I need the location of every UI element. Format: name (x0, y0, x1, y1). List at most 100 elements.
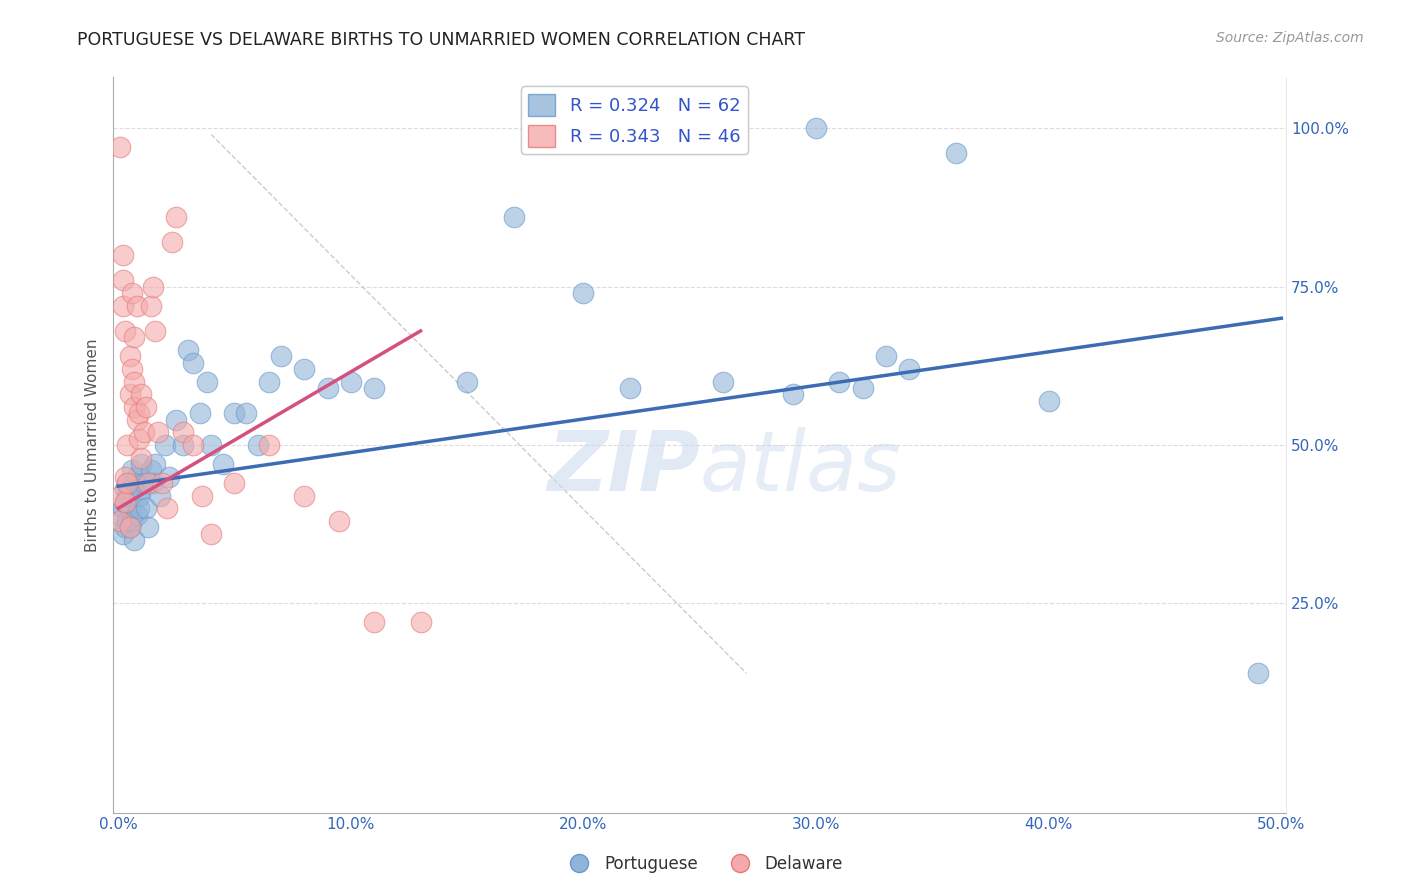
Point (165, 210, 187, 224)
Point (118, 520, 141, 534)
Point (114, 324, 136, 338)
Point (619, 381, 641, 395)
Point (139, 299, 162, 313)
Point (200, 526, 222, 541)
Point (135, 400, 157, 414)
Point (804, 121, 827, 136)
Point (363, 615, 385, 630)
Point (316, 381, 339, 395)
Text: atlas: atlas (700, 426, 901, 508)
Point (124, 475, 146, 490)
Point (124, 375, 146, 389)
Point (114, 483, 136, 497)
Point (110, 489, 132, 503)
Point (160, 235, 183, 250)
Point (131, 483, 153, 497)
Point (875, 349, 897, 363)
Point (828, 375, 851, 389)
Point (118, 520, 141, 534)
Point (117, 514, 139, 528)
Point (572, 285, 595, 300)
Point (124, 400, 146, 414)
Point (191, 489, 214, 503)
Point (131, 387, 153, 401)
Point (132, 475, 155, 490)
Point (111, 526, 134, 541)
Point (145, 457, 167, 471)
Point (259, 438, 281, 452)
Point (339, 375, 361, 389)
Point (114, 495, 136, 509)
Point (711, 375, 734, 389)
Point (111, 248, 134, 262)
Point (138, 520, 160, 534)
Point (181, 356, 204, 370)
Point (200, 438, 222, 452)
Y-axis label: Births to Unmarried Women: Births to Unmarried Women (86, 338, 100, 552)
Point (157, 469, 180, 483)
Legend: Portuguese, Delaware: Portuguese, Delaware (557, 848, 849, 880)
Point (121, 362, 143, 376)
Text: ZIP: ZIP (547, 426, 700, 508)
Point (149, 489, 172, 503)
Point (124, 533, 146, 547)
Point (142, 475, 165, 490)
Point (145, 324, 167, 338)
Point (117, 475, 139, 490)
Point (128, 432, 150, 446)
Point (132, 425, 155, 440)
Point (502, 210, 524, 224)
Point (898, 362, 921, 376)
Point (270, 349, 292, 363)
Point (121, 285, 143, 300)
Point (110, 508, 132, 522)
Point (110, 514, 132, 528)
Point (128, 406, 150, 420)
Point (328, 514, 350, 528)
Point (117, 475, 139, 490)
Point (177, 343, 200, 357)
Point (246, 438, 269, 452)
Point (114, 520, 136, 534)
Point (111, 299, 134, 313)
Point (135, 501, 157, 516)
Point (121, 514, 143, 528)
Point (118, 387, 141, 401)
Point (118, 349, 141, 363)
Point (114, 469, 136, 483)
Text: PORTUGUESE VS DELAWARE BIRTHS TO UNMARRIED WOMEN CORRELATION CHART: PORTUGUESE VS DELAWARE BIRTHS TO UNMARRI… (77, 31, 806, 49)
Point (150, 475, 173, 490)
Point (139, 463, 162, 477)
Point (409, 615, 432, 630)
Point (259, 375, 281, 389)
Point (114, 495, 136, 509)
Point (224, 475, 246, 490)
Point (128, 501, 150, 516)
Point (111, 273, 134, 287)
Point (235, 406, 257, 420)
Point (142, 279, 165, 293)
Point (118, 483, 141, 497)
Point (1247, 666, 1270, 681)
Point (292, 362, 315, 376)
Point (118, 501, 141, 516)
Point (292, 489, 315, 503)
Point (125, 299, 148, 313)
Point (363, 381, 385, 395)
Point (146, 425, 169, 440)
Point (110, 140, 132, 154)
Point (121, 463, 143, 477)
Point (188, 406, 211, 420)
Point (224, 406, 246, 420)
Point (131, 450, 153, 465)
Point (117, 489, 139, 503)
Point (782, 387, 804, 401)
Point (131, 457, 153, 471)
Point (945, 146, 967, 161)
Point (172, 438, 194, 452)
Point (851, 381, 873, 395)
Point (456, 375, 478, 389)
Text: Source: ZipAtlas.com: Source: ZipAtlas.com (1216, 31, 1364, 45)
Point (125, 412, 148, 426)
Point (153, 438, 176, 452)
